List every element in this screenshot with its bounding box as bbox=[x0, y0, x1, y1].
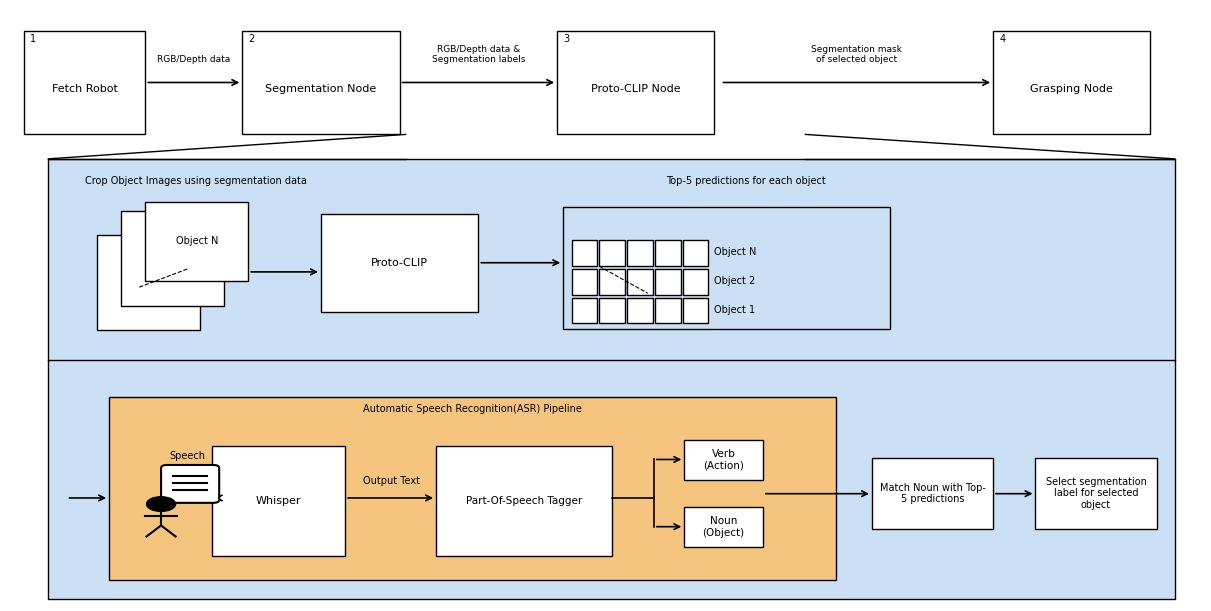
Text: Grasping Node: Grasping Node bbox=[1031, 84, 1113, 93]
FancyBboxPatch shape bbox=[572, 269, 597, 295]
Text: Select segmentation
label for selected
object: Select segmentation label for selected o… bbox=[1045, 477, 1147, 510]
Circle shape bbox=[147, 497, 176, 511]
FancyBboxPatch shape bbox=[242, 31, 400, 134]
FancyBboxPatch shape bbox=[161, 465, 219, 503]
Text: Object N: Object N bbox=[714, 247, 757, 257]
FancyBboxPatch shape bbox=[684, 440, 763, 480]
Text: Object 1: Object 1 bbox=[128, 277, 168, 288]
Text: Output Text: Output Text bbox=[362, 476, 420, 486]
FancyBboxPatch shape bbox=[145, 202, 248, 281]
Text: Top-5 predictions for each object: Top-5 predictions for each object bbox=[666, 177, 826, 186]
FancyBboxPatch shape bbox=[627, 298, 653, 323]
Text: Match Noun with Top-
5 predictions: Match Noun with Top- 5 predictions bbox=[879, 483, 986, 504]
FancyBboxPatch shape bbox=[684, 507, 763, 547]
Text: Object N: Object N bbox=[176, 236, 218, 246]
FancyBboxPatch shape bbox=[683, 298, 708, 323]
FancyBboxPatch shape bbox=[993, 31, 1150, 134]
FancyBboxPatch shape bbox=[572, 240, 597, 266]
FancyBboxPatch shape bbox=[48, 159, 1175, 599]
Text: Speech: Speech bbox=[170, 452, 206, 461]
Text: RGB/Depth data &
Segmentation labels: RGB/Depth data & Segmentation labels bbox=[431, 45, 526, 64]
FancyBboxPatch shape bbox=[121, 211, 224, 306]
FancyBboxPatch shape bbox=[627, 269, 653, 295]
FancyBboxPatch shape bbox=[599, 269, 625, 295]
FancyBboxPatch shape bbox=[627, 240, 653, 266]
Text: Fetch Robot: Fetch Robot bbox=[52, 84, 117, 93]
FancyBboxPatch shape bbox=[24, 31, 145, 134]
FancyBboxPatch shape bbox=[1035, 458, 1157, 529]
Text: Segmentation mask
of selected object: Segmentation mask of selected object bbox=[811, 45, 902, 64]
FancyBboxPatch shape bbox=[655, 298, 681, 323]
Text: Object 2: Object 2 bbox=[151, 253, 194, 263]
FancyBboxPatch shape bbox=[436, 446, 612, 556]
Text: Verb
(Action): Verb (Action) bbox=[704, 449, 744, 470]
Text: 2: 2 bbox=[248, 34, 254, 43]
FancyBboxPatch shape bbox=[572, 298, 597, 323]
Text: Whisper: Whisper bbox=[256, 496, 302, 506]
Text: Segmentation Node: Segmentation Node bbox=[265, 84, 377, 93]
FancyBboxPatch shape bbox=[599, 298, 625, 323]
FancyBboxPatch shape bbox=[97, 235, 200, 330]
Text: Object 2: Object 2 bbox=[714, 276, 756, 286]
FancyBboxPatch shape bbox=[109, 397, 836, 580]
Text: Part-Of-Speech Tagger: Part-Of-Speech Tagger bbox=[466, 496, 581, 506]
FancyBboxPatch shape bbox=[683, 269, 708, 295]
FancyBboxPatch shape bbox=[655, 240, 681, 266]
Text: RGB/Depth data: RGB/Depth data bbox=[157, 55, 230, 64]
Text: Object 1: Object 1 bbox=[714, 305, 756, 315]
Text: Noun
(Object): Noun (Object) bbox=[702, 516, 745, 538]
FancyBboxPatch shape bbox=[557, 31, 714, 134]
Text: Proto-CLIP Node: Proto-CLIP Node bbox=[591, 84, 681, 93]
Text: Crop Object Images using segmentation data: Crop Object Images using segmentation da… bbox=[85, 177, 306, 186]
Text: Proto-CLIP: Proto-CLIP bbox=[371, 258, 429, 268]
Text: Automatic Speech Recognition(ASR) Pipeline: Automatic Speech Recognition(ASR) Pipeli… bbox=[363, 404, 581, 414]
FancyBboxPatch shape bbox=[683, 240, 708, 266]
FancyBboxPatch shape bbox=[872, 458, 993, 529]
Text: 4: 4 bbox=[999, 34, 1005, 43]
FancyBboxPatch shape bbox=[599, 240, 625, 266]
Text: 3: 3 bbox=[563, 34, 569, 43]
FancyBboxPatch shape bbox=[655, 269, 681, 295]
FancyBboxPatch shape bbox=[321, 214, 478, 312]
Text: 1: 1 bbox=[30, 34, 36, 43]
FancyBboxPatch shape bbox=[212, 446, 345, 556]
